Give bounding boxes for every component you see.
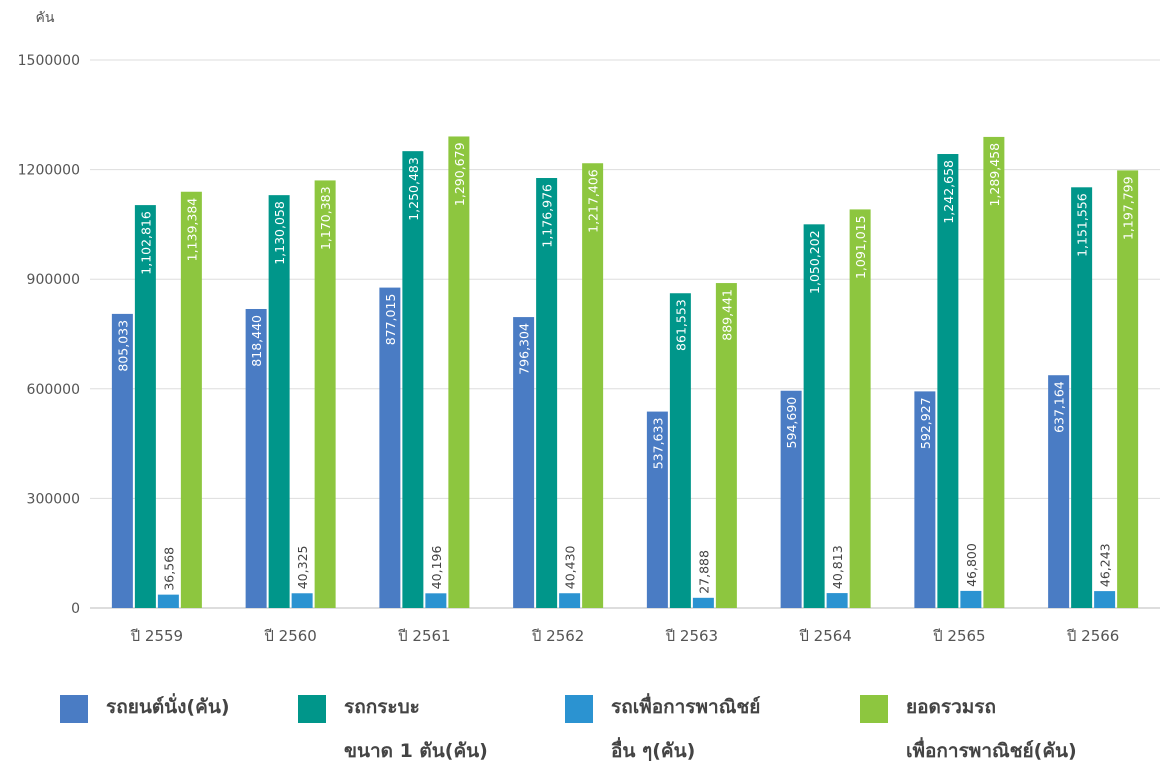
bar	[180, 191, 202, 608]
y-axis-label: คัน	[36, 10, 55, 26]
value-label: 889,441	[719, 289, 734, 341]
y-tick-label: 600000	[27, 382, 80, 398]
bar	[134, 205, 156, 608]
value-label: 1,176,976	[540, 184, 555, 248]
bar	[448, 136, 470, 609]
bar	[268, 195, 290, 608]
value-label: 27,888	[696, 550, 711, 594]
bar	[669, 293, 691, 608]
legend-item: ยอดรวมรถ เพื่อการพาณิชย์(คัน)	[860, 691, 1077, 773]
bar	[425, 593, 447, 608]
x-tick-label: ปี 2560	[263, 627, 316, 645]
value-label: 861,553	[673, 299, 688, 351]
y-tick-label: 900000	[27, 272, 80, 288]
value-label: 40,813	[830, 545, 845, 589]
legend-swatch	[565, 695, 593, 723]
value-label: 877,015	[383, 294, 398, 346]
x-tick-label: ปี 2566	[1066, 627, 1119, 645]
value-label: 1,242,658	[941, 160, 956, 224]
bar	[1094, 591, 1116, 608]
bar	[1117, 170, 1139, 608]
value-label: 1,102,816	[138, 211, 153, 275]
bar	[780, 390, 802, 608]
bar	[937, 154, 959, 608]
bar	[1048, 375, 1070, 608]
bar	[914, 391, 936, 608]
legend-label: รถเพื่อการพาณิชย์ อื่น ๆ(คัน)	[611, 696, 761, 762]
value-label: 592,927	[918, 397, 933, 449]
chart: คัน 0 300000 600000 900000 1200000 1500000 ปี …	[18, 10, 1160, 645]
y-tick-label: 1500000	[18, 53, 80, 69]
value-label: 637,164	[1052, 381, 1067, 433]
bar	[245, 308, 267, 608]
bar	[314, 180, 336, 608]
value-label: 40,325	[295, 546, 310, 590]
y-tick-label: 0	[71, 601, 80, 617]
value-label: 36,568	[161, 547, 176, 591]
value-label: 1,139,384	[184, 198, 199, 262]
legend-swatch	[60, 695, 88, 723]
legend-item: รถยนต์นั่ง(คัน)	[60, 691, 230, 729]
value-label: 594,690	[784, 397, 799, 449]
bar	[849, 209, 871, 609]
bar	[559, 593, 581, 608]
y-tick-label: 1200000	[18, 163, 80, 179]
value-label: 1,197,799	[1121, 176, 1136, 240]
x-tick-label: ปี 2562	[531, 627, 584, 645]
legend-label: รถกระบะ ขนาด 1 ตัน(คัน)	[344, 696, 488, 762]
bar	[402, 151, 424, 609]
legend-label: รถยนต์นั่ง(คัน)	[106, 696, 230, 718]
value-label: 40,196	[429, 546, 444, 590]
value-label: 1,289,458	[987, 143, 1002, 207]
legend-item: รถเพื่อการพาณิชย์ อื่น ๆ(คัน)	[565, 691, 760, 773]
value-label: 1,217,406	[586, 169, 601, 233]
bar	[291, 593, 313, 608]
bar	[803, 224, 825, 608]
value-label: 1,050,202	[807, 230, 822, 294]
x-tick-label: ปี 2564	[798, 627, 851, 645]
bar	[157, 594, 179, 608]
value-label: 1,290,679	[452, 142, 467, 206]
bar	[513, 317, 535, 608]
value-label: 1,170,383	[318, 186, 333, 250]
value-label: 818,440	[249, 315, 264, 367]
bar	[1071, 187, 1093, 608]
bar	[960, 590, 982, 608]
legend-label: ยอดรวมรถ เพื่อการพาณิชย์(คัน)	[906, 696, 1077, 762]
value-label: 1,250,483	[406, 157, 421, 221]
value-label: 1,151,556	[1075, 193, 1090, 257]
value-label: 46,243	[1098, 543, 1113, 587]
x-tick-label: ปี 2563	[665, 627, 718, 645]
bar	[715, 283, 737, 608]
bar	[692, 597, 714, 608]
bar	[111, 313, 133, 608]
value-label: 1,130,058	[272, 201, 287, 265]
legend-item: รถกระบะ ขนาด 1 ตัน(คัน)	[298, 691, 488, 773]
bar	[536, 178, 558, 609]
bar	[646, 411, 668, 608]
bar	[826, 593, 848, 608]
x-tick-label: ปี 2559	[130, 627, 183, 645]
value-label: 46,800	[964, 543, 979, 587]
bar	[983, 136, 1005, 608]
value-label: 805,033	[115, 320, 130, 372]
value-label: 796,304	[517, 323, 532, 375]
bar	[582, 163, 604, 608]
y-tick-label: 300000	[27, 491, 80, 507]
bar	[379, 287, 401, 608]
legend-swatch	[860, 695, 888, 723]
legend-swatch	[298, 695, 326, 723]
value-label: 40,430	[563, 545, 578, 589]
value-label: 1,091,015	[853, 215, 868, 279]
value-label: 537,633	[650, 418, 665, 470]
x-tick-label: ปี 2561	[397, 627, 450, 645]
x-tick-label: ปี 2565	[932, 627, 985, 645]
